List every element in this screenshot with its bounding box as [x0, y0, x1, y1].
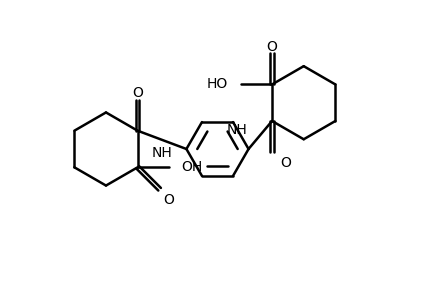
Text: O: O — [280, 156, 291, 170]
Text: O: O — [132, 86, 143, 100]
Text: NH: NH — [227, 122, 248, 136]
Text: O: O — [163, 193, 174, 207]
Text: NH: NH — [152, 146, 173, 160]
Text: HO: HO — [207, 77, 228, 91]
Text: O: O — [267, 40, 277, 54]
Text: OH: OH — [181, 160, 203, 174]
